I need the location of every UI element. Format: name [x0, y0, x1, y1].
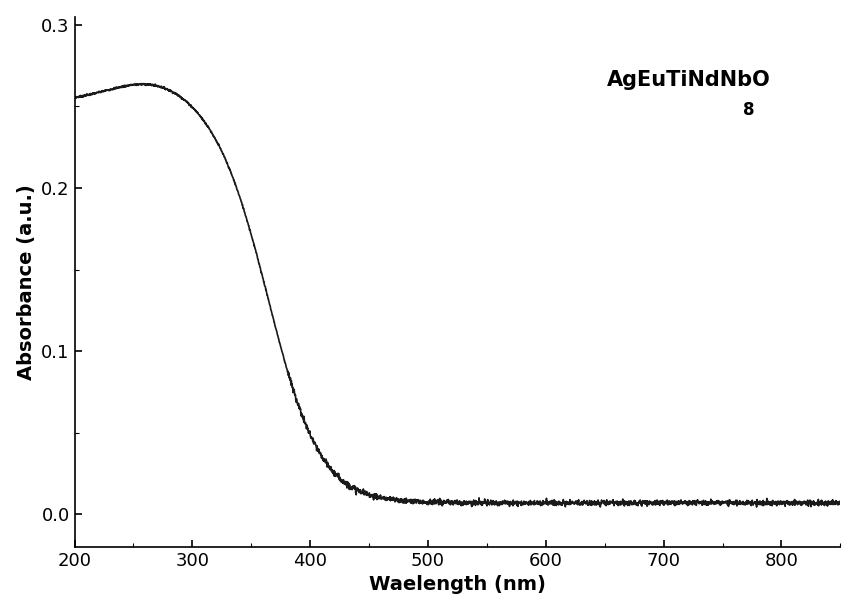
X-axis label: Waelength (nm): Waelength (nm): [369, 576, 546, 595]
Text: 8: 8: [743, 101, 754, 119]
Text: AgEuTiNdNbO: AgEuTiNdNbO: [607, 70, 770, 90]
Y-axis label: Absorbance (a.u.): Absorbance (a.u.): [16, 184, 36, 379]
